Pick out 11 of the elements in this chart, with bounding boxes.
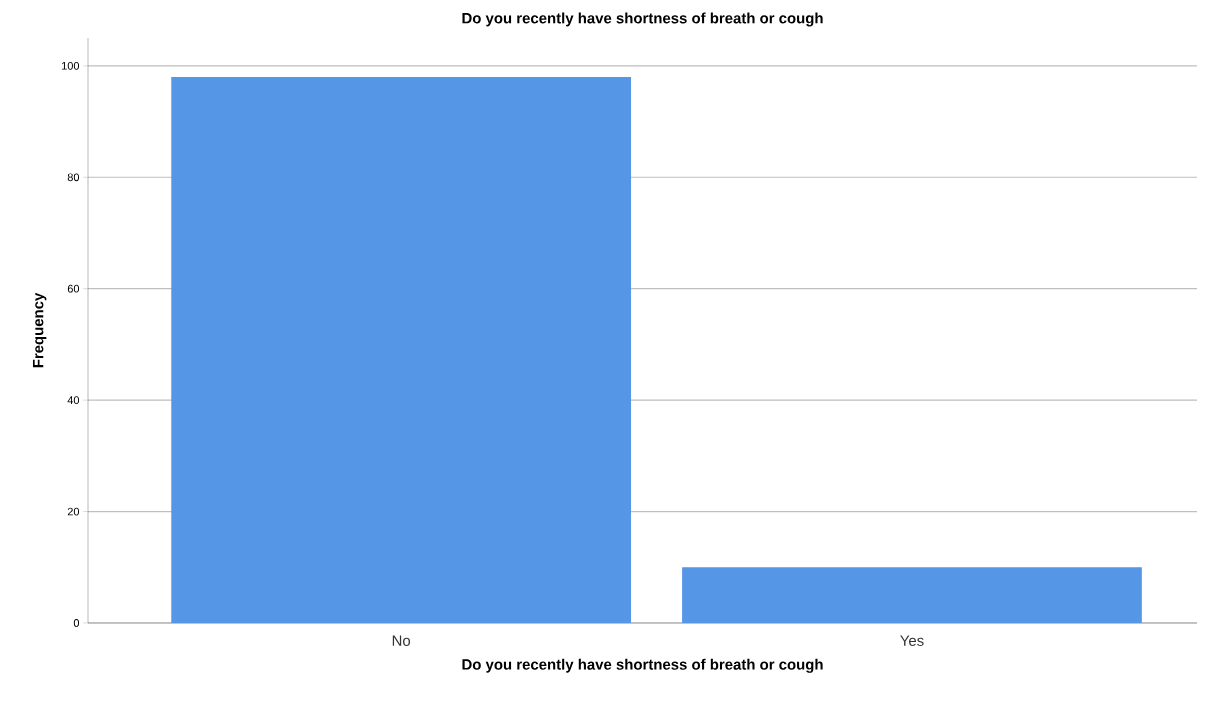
x-axis-title: Do you recently have shortness of breath or cough xyxy=(462,658,823,673)
y-tick-label: 40 xyxy=(67,396,80,405)
y-tick-label: 20 xyxy=(67,507,80,516)
y-tick-label: 60 xyxy=(67,284,80,293)
chart-title: Do you recently have shortness of breath or cough xyxy=(462,12,823,27)
y-tick-label: 80 xyxy=(67,173,80,182)
y-tick-label: 100 xyxy=(62,61,80,70)
x-tick-label: Yes xyxy=(900,635,924,646)
x-tick-label: No xyxy=(392,635,411,646)
y-axis-title: Frequency xyxy=(32,292,47,368)
y-tick-label: 0 xyxy=(73,619,80,627)
